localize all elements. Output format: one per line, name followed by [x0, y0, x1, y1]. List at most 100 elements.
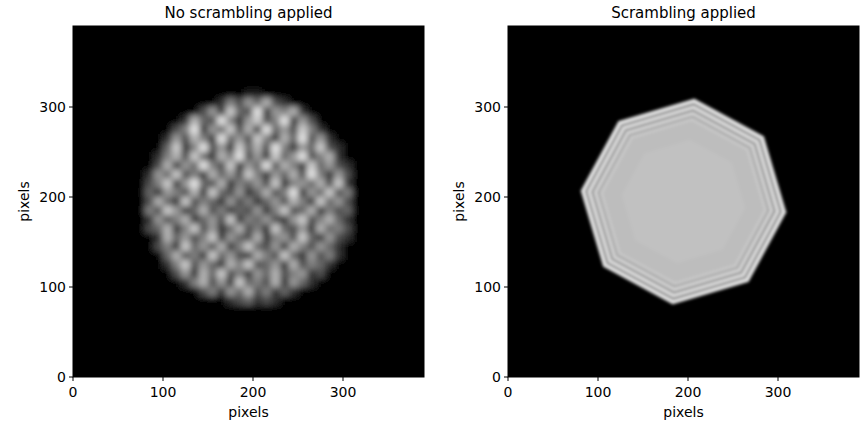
cell	[208, 80, 218, 90]
x-tick-label: 100	[585, 384, 612, 400]
cell	[235, 296, 245, 306]
cell	[271, 305, 281, 315]
cell	[226, 80, 236, 90]
cell	[136, 215, 146, 225]
cell	[217, 125, 227, 135]
cell	[343, 134, 353, 144]
cell	[334, 278, 344, 288]
cell	[298, 116, 308, 126]
cell	[289, 242, 299, 252]
cell	[181, 305, 191, 315]
cell	[244, 269, 254, 279]
cell	[307, 107, 317, 117]
cell	[172, 197, 182, 207]
cell	[163, 179, 173, 189]
cell	[262, 179, 272, 189]
cell	[172, 170, 182, 180]
cell	[217, 143, 227, 153]
cell	[235, 116, 245, 126]
cell	[289, 197, 299, 207]
cell	[334, 206, 344, 216]
cell	[334, 260, 344, 270]
cell	[226, 125, 236, 135]
cell	[253, 215, 263, 225]
cell	[316, 134, 326, 144]
cell	[271, 125, 281, 135]
cell	[226, 152, 236, 162]
cell	[181, 296, 191, 306]
y-tick	[69, 377, 73, 378]
cell	[334, 296, 344, 306]
cell	[352, 170, 362, 180]
cell	[217, 206, 227, 216]
cell	[145, 305, 155, 315]
x-tick	[778, 377, 779, 381]
cell	[298, 161, 308, 171]
cell	[361, 134, 371, 144]
cell	[244, 260, 254, 270]
cell	[298, 251, 308, 261]
cell	[217, 197, 227, 207]
cell	[316, 287, 326, 297]
cell	[298, 170, 308, 180]
cell	[163, 107, 173, 117]
cell	[163, 152, 173, 162]
cell	[145, 224, 155, 234]
cell	[136, 287, 146, 297]
cell	[235, 134, 245, 144]
cell	[352, 260, 362, 270]
x-tick	[688, 377, 689, 381]
cell	[154, 215, 164, 225]
cell	[343, 251, 353, 261]
cell	[145, 179, 155, 189]
cell	[208, 287, 218, 297]
cell	[217, 269, 227, 279]
cell	[289, 224, 299, 234]
cell	[253, 179, 263, 189]
cell	[145, 215, 155, 225]
cell	[343, 206, 353, 216]
cell	[271, 89, 281, 99]
frame	[508, 26, 859, 377]
x-tick	[598, 377, 599, 381]
cell	[163, 251, 173, 261]
cell	[244, 287, 254, 297]
y-tick-label: 300	[474, 99, 501, 115]
cell	[199, 179, 209, 189]
cell	[163, 98, 173, 108]
cell	[334, 188, 344, 198]
cell	[280, 197, 290, 207]
cell	[145, 116, 155, 126]
cell	[280, 161, 290, 171]
x-axis-title: pixels	[228, 404, 268, 420]
cell	[208, 170, 218, 180]
cell	[181, 224, 191, 234]
cell	[361, 80, 371, 90]
cell	[172, 107, 182, 117]
cell	[253, 152, 263, 162]
cell	[262, 242, 272, 252]
cell	[181, 251, 191, 261]
cell	[154, 287, 164, 297]
cell	[190, 116, 200, 126]
cell	[145, 206, 155, 216]
cell	[190, 296, 200, 306]
x-tick	[253, 377, 254, 381]
cell	[235, 206, 245, 216]
cell	[154, 251, 164, 261]
cell	[352, 125, 362, 135]
cell	[307, 269, 317, 279]
cell	[298, 269, 308, 279]
cell	[325, 143, 335, 153]
cell	[181, 89, 191, 99]
cell	[235, 251, 245, 261]
cell	[271, 179, 281, 189]
cell	[361, 233, 371, 243]
cell	[244, 152, 254, 162]
cell	[361, 215, 371, 225]
cell	[298, 296, 308, 306]
cell	[325, 107, 335, 117]
cell	[316, 278, 326, 288]
x-tick-label: 200	[240, 384, 267, 400]
cell	[289, 287, 299, 297]
